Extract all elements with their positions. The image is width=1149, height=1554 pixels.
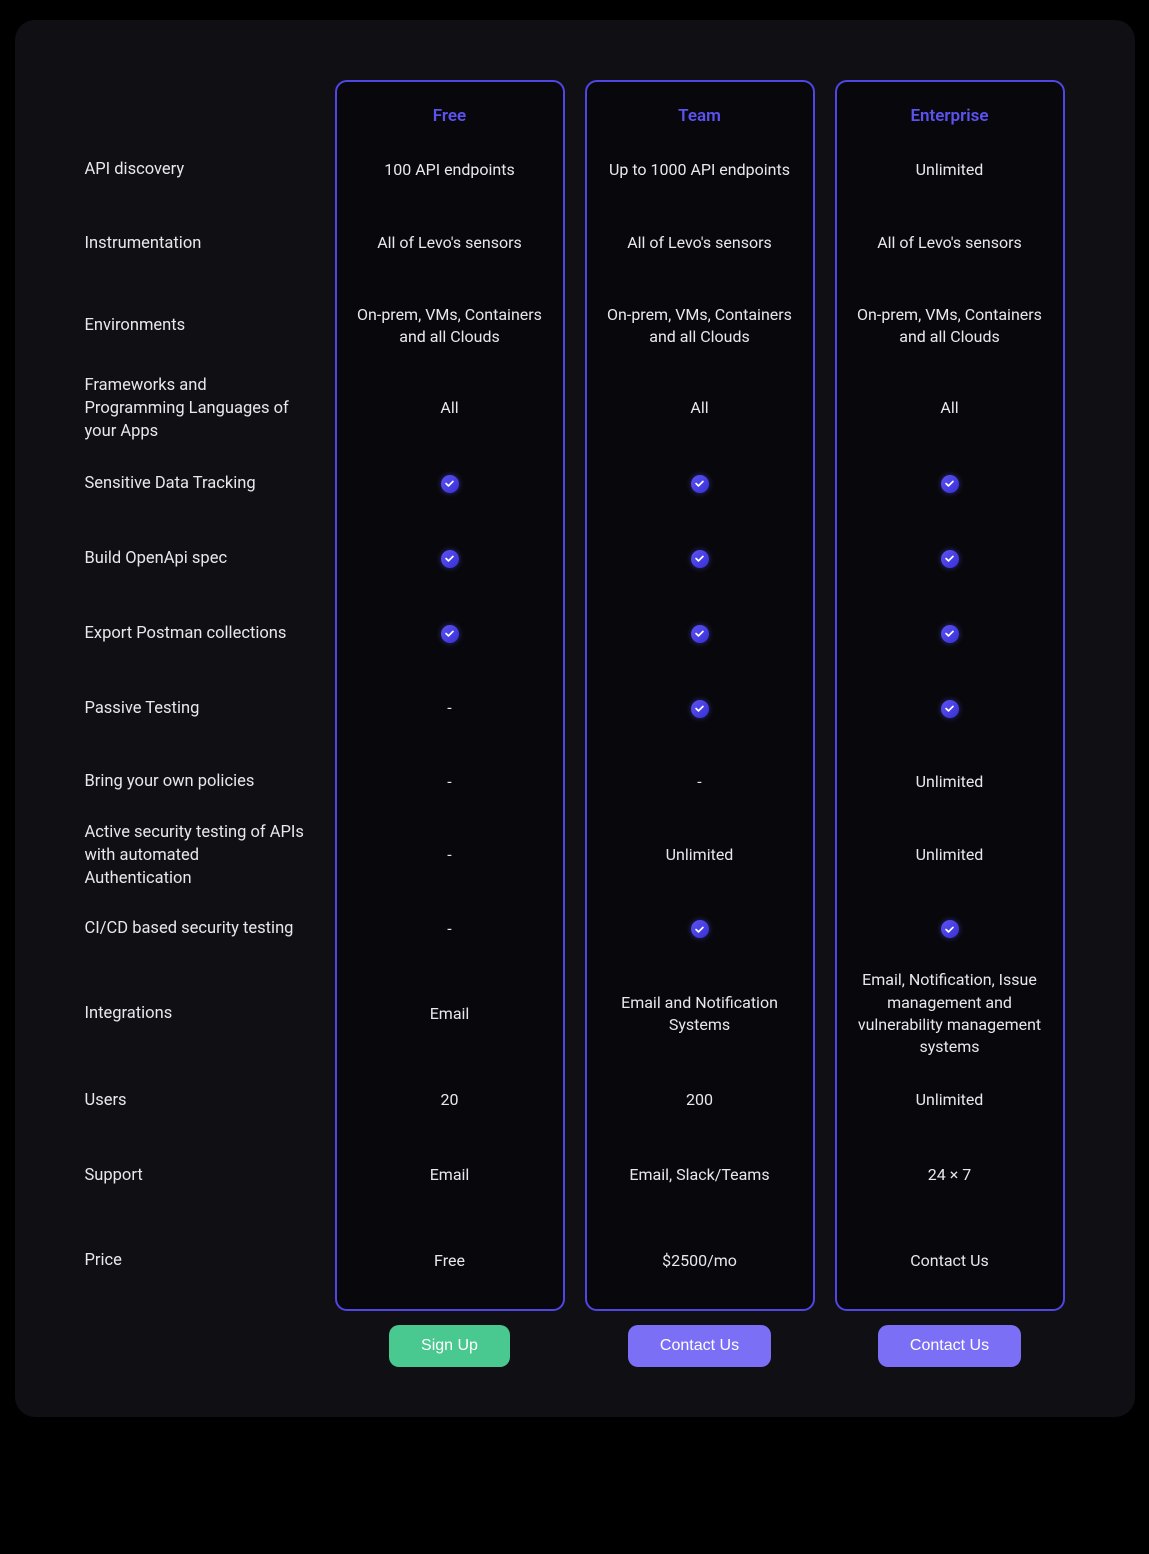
- feature-label: Environments: [85, 281, 315, 371]
- plan-cell: [337, 521, 563, 596]
- dash-icon: -: [447, 918, 451, 940]
- plan-cell: [837, 671, 1063, 746]
- check-icon: [941, 475, 959, 493]
- cta-cell-team: Contact Us: [585, 1325, 815, 1367]
- plan-cell: [337, 446, 563, 521]
- check-icon: [941, 550, 959, 568]
- plan-cell: On-prem, VMs, Containers and all Clouds: [587, 281, 813, 371]
- plan-cell: 20: [337, 1063, 563, 1138]
- cta-cell-free: Sign Up: [335, 1325, 565, 1367]
- feature-label: Passive Testing: [85, 671, 315, 746]
- plan-cell: [837, 446, 1063, 521]
- feature-label: Active security testing of APIs with aut…: [85, 818, 315, 893]
- plan-cell: All: [837, 371, 1063, 446]
- plan-cell: All: [337, 371, 563, 446]
- feature-label: Price: [85, 1213, 315, 1309]
- plan-cell: [837, 893, 1063, 965]
- plan-column-free: Free 100 API endpoints All of Levo's sen…: [335, 80, 565, 1311]
- plan-cell: Contact Us: [837, 1213, 1063, 1309]
- feature-label: Build OpenApi spec: [85, 521, 315, 596]
- plan-header-free: Free: [337, 82, 563, 134]
- plan-cell: [587, 671, 813, 746]
- feature-label: Users: [85, 1063, 315, 1138]
- plan-cell: All of Levo's sensors: [837, 206, 1063, 281]
- pricing-grid: API discovery Instrumentation Environmen…: [85, 80, 1065, 1311]
- plan-cell: All: [587, 371, 813, 446]
- plan-cell: -: [337, 818, 563, 893]
- plan-cell: All of Levo's sensors: [587, 206, 813, 281]
- check-icon: [691, 625, 709, 643]
- plan-cell: On-prem, VMs, Containers and all Clouds: [837, 281, 1063, 371]
- check-icon: [941, 700, 959, 718]
- check-icon: [441, 550, 459, 568]
- check-icon: [441, 475, 459, 493]
- cta-row: Sign Up Contact Us Contact Us: [85, 1325, 1065, 1367]
- feature-label: Integrations: [85, 965, 315, 1063]
- plan-cell: Email: [337, 1138, 563, 1213]
- plan-cell: -: [587, 746, 813, 818]
- plan-cell: Email and Notification Systems: [587, 965, 813, 1063]
- check-icon: [691, 550, 709, 568]
- check-icon: [691, 920, 709, 938]
- plan-cell: [837, 596, 1063, 671]
- cta-cell-enterprise: Contact Us: [835, 1325, 1065, 1367]
- feature-label: API discovery: [85, 134, 315, 206]
- plan-cell: Unlimited: [587, 818, 813, 893]
- feature-label: Export Postman collections: [85, 596, 315, 671]
- plan-cell: -: [337, 746, 563, 818]
- feature-label: Frameworks and Programming Languages of …: [85, 371, 315, 446]
- plan-cell: Email, Notification, Issue management an…: [837, 965, 1063, 1063]
- plan-cell: Email, Slack/Teams: [587, 1138, 813, 1213]
- sign-up-button[interactable]: Sign Up: [389, 1325, 510, 1367]
- plan-header-enterprise: Enterprise: [837, 82, 1063, 134]
- dash-icon: -: [447, 844, 451, 866]
- plan-cell: Unlimited: [837, 134, 1063, 206]
- check-icon: [691, 700, 709, 718]
- plan-cell: Free: [337, 1213, 563, 1309]
- plan-cell: 100 API endpoints: [337, 134, 563, 206]
- plan-cell: 200: [587, 1063, 813, 1138]
- plan-cell: All of Levo's sensors: [337, 206, 563, 281]
- check-icon: [941, 625, 959, 643]
- dash-icon: -: [447, 771, 451, 793]
- check-icon: [941, 920, 959, 938]
- feature-label: CI/CD based security testing: [85, 893, 315, 965]
- check-icon: [441, 625, 459, 643]
- dash-icon: -: [447, 697, 451, 719]
- plan-cell: [587, 893, 813, 965]
- plan-cell: [837, 521, 1063, 596]
- plan-cell: On-prem, VMs, Containers and all Clouds: [337, 281, 563, 371]
- feature-label: Support: [85, 1138, 315, 1213]
- plan-cell: -: [337, 671, 563, 746]
- plan-column-team: Team Up to 1000 API endpoints All of Lev…: [585, 80, 815, 1311]
- dash-icon: -: [697, 771, 701, 793]
- plan-cell: -: [337, 893, 563, 965]
- contact-us-button[interactable]: Contact Us: [628, 1325, 771, 1367]
- feature-label: Instrumentation: [85, 206, 315, 281]
- plan-cell: 24 × 7: [837, 1138, 1063, 1213]
- plan-cell: $2500/mo: [587, 1213, 813, 1309]
- contact-us-button[interactable]: Contact Us: [878, 1325, 1021, 1367]
- plan-cell: Up to 1000 API endpoints: [587, 134, 813, 206]
- plan-cell: [587, 446, 813, 521]
- feature-label: Bring your own policies: [85, 746, 315, 818]
- pricing-container: API discovery Instrumentation Environmen…: [15, 20, 1135, 1417]
- plan-cell: [337, 596, 563, 671]
- plan-column-enterprise: Enterprise Unlimited All of Levo's senso…: [835, 80, 1065, 1311]
- plan-cell: [587, 521, 813, 596]
- plan-header-team: Team: [587, 82, 813, 134]
- plan-cell: Email: [337, 965, 563, 1063]
- plan-cell: Unlimited: [837, 746, 1063, 818]
- check-icon: [691, 475, 709, 493]
- feature-labels-column: API discovery Instrumentation Environmen…: [85, 80, 315, 1311]
- plan-cell: [587, 596, 813, 671]
- plan-cell: Unlimited: [837, 818, 1063, 893]
- plan-cell: Unlimited: [837, 1063, 1063, 1138]
- feature-label: Sensitive Data Tracking: [85, 446, 315, 521]
